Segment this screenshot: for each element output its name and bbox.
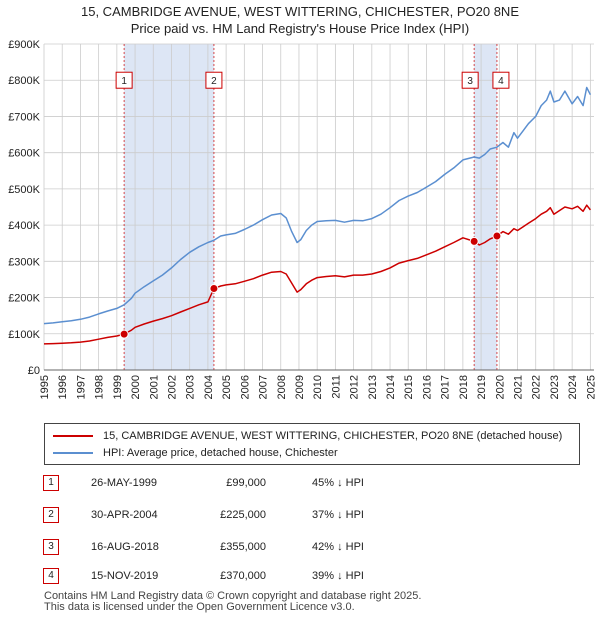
x-tick-label: 2005 [221,375,233,399]
x-tick-label: 2022 [531,375,543,399]
footer-attribution: Contains HM Land Registry data © Crown c… [44,591,421,613]
sale-annotation-box [115,71,133,89]
x-tick-label: 2014 [385,375,397,399]
sale-row: 4 15-NOV-2019 £370,000 39% ↓ HPI [0,566,600,586]
sale-row: 3 16-AUG-2018 £355,000 42% ↓ HPI [0,537,600,557]
sale-point [492,231,502,241]
x-tick-label: 2017 [440,375,452,399]
sale-hpi-diff: 45% ↓ HPI [312,477,364,489]
y-tick-label: £200K [8,293,40,305]
x-tick-label: 2000 [130,375,142,399]
sale-annotation-label: 2 [211,76,217,87]
sale-number-badge: 1 [43,475,59,491]
sale-annotation-box [492,71,510,89]
x-tick-label: 2002 [166,375,178,399]
y-tick-label: £300K [8,256,40,268]
x-tick-label: 1995 [39,375,51,399]
y-tick-label: £0 [28,365,40,377]
legend-label-hpi: HPI: Average price, detached house, Chic… [103,447,338,459]
sale-annotation-label: 3 [467,76,473,87]
x-tick-label: 1997 [75,375,87,399]
sale-hpi-diff: 39% ↓ HPI [312,570,364,582]
sale-number-badge: 2 [43,507,59,523]
x-tick-label: 2004 [203,375,215,399]
price-series-line [43,204,591,345]
y-tick-label: £400K [8,220,40,232]
x-tick-label: 2024 [567,375,579,399]
sale-row: 2 30-APR-2004 £225,000 37% ↓ HPI [0,505,600,525]
x-tick-label: 2015 [403,375,415,399]
x-tick-label: 2019 [476,375,488,399]
sale-number-badge: 4 [43,568,59,584]
x-tick-label: 2009 [294,375,306,399]
y-tick-label: £500K [8,184,40,196]
x-tick-label: 2020 [494,375,506,399]
price-chart: 1 2 3 4 £0 £100K £200K £300K £400K £500K £600K £700… [8,39,597,399]
x-tick-label: 2012 [349,375,361,399]
x-tick-label: 2018 [458,375,470,399]
sale-date: 16-AUG-2018 [91,541,159,553]
legend-label-price: 15, CAMBRIDGE AVENUE, WEST WITTERING, CH… [103,430,563,442]
sale-annotation-label: 1 [121,76,127,87]
x-tick-label: 2010 [312,375,324,399]
hpi-series-line [43,86,592,325]
sale-price: £99,000 [226,477,266,489]
shaded-ownership-range [124,44,214,370]
sale-point [119,329,129,339]
sale-annotation-box [205,71,223,89]
sale-point [209,284,219,293]
sale-date: 15-NOV-2019 [91,570,159,582]
chart-title: 15, CAMBRIDGE AVENUE, WEST WITTERING, CH… [81,4,519,19]
x-tick-label: 2001 [148,375,160,399]
sale-hpi-diff: 37% ↓ HPI [312,509,364,521]
legend-item-hpi: HPI: Average price, detached house, Chic… [53,446,338,460]
sale-price: £225,000 [220,509,266,521]
y-tick-label: £700K [8,111,40,123]
sale-price: £355,000 [220,541,266,553]
sale-date: 26-MAY-1999 [91,477,158,489]
y-tick-label: £600K [8,148,40,160]
sale-date: 30-APR-2004 [91,509,158,521]
x-tick-label: 2016 [421,375,433,399]
chart-subtitle: Price paid vs. HM Land Registry's House … [130,21,470,36]
sale-hpi-diff: 42% ↓ HPI [312,541,364,553]
sale-annotation-box [461,71,479,89]
x-tick-label: 2007 [258,375,270,399]
y-tick-label: £100K [8,329,40,341]
x-tick-label: 2025 [585,375,597,399]
sale-annotation-label: 4 [498,76,504,87]
y-tick-label: £900K [8,39,40,51]
footer-licence: This data is licensed under the Open Gov… [44,601,355,613]
x-tick-label: 2008 [276,375,288,399]
sale-point [469,236,479,246]
x-tick-label: 2013 [367,375,379,399]
x-tick-label: 2021 [513,375,525,399]
x-tick-label: 2023 [549,375,561,399]
x-tick-label: 2003 [185,375,197,399]
x-tick-label: 1996 [57,375,69,399]
sale-number-badge: 3 [43,539,59,555]
x-tick-label: 1999 [112,375,124,399]
legend-item-price: 15, CAMBRIDGE AVENUE, WEST WITTERING, CH… [53,429,562,443]
x-tick-label: 2006 [239,375,251,399]
x-tick-label: 2011 [330,375,342,399]
chart-legend: 15, CAMBRIDGE AVENUE, WEST WITTERING, CH… [44,423,580,465]
x-tick-label: 1998 [94,375,106,399]
legend-swatch-hpi [53,452,93,454]
footer-copyright: Contains HM Land Registry data © Crown c… [44,590,422,602]
y-tick-label: £800K [8,75,40,87]
sale-row: 1 26-MAY-1999 £99,000 45% ↓ HPI [0,473,600,493]
shaded-ownership-range [474,44,497,370]
legend-swatch-price [53,435,93,437]
sale-price: £370,000 [220,570,266,582]
